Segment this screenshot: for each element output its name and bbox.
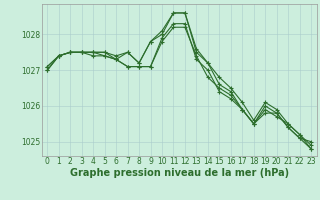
X-axis label: Graphe pression niveau de la mer (hPa): Graphe pression niveau de la mer (hPa)	[70, 168, 289, 178]
